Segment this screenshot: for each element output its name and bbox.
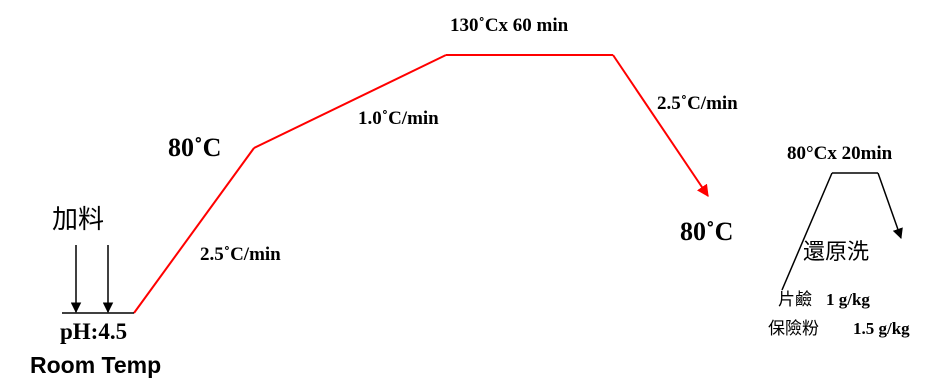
ramp-rate-second-label: 1.0˚C/min: [358, 108, 439, 129]
room-temp-label: Room Temp: [30, 352, 161, 378]
hold-temperature-label: 130˚Cx 60 min: [450, 15, 569, 36]
cool-down-arrow: [612, 54, 709, 197]
ph-label: pH:4.5: [60, 319, 127, 344]
add-material-label: 加料: [52, 204, 104, 234]
chem2-amount: 1.5 g/kg: [853, 319, 910, 338]
reduction-ramp: [781, 172, 833, 291]
chem1-name: 片鹼: [778, 290, 812, 309]
reduction-cool-arrow: [877, 172, 903, 239]
chem2-name: 保險粉: [768, 319, 819, 338]
chem1-amount: 1 g/kg: [826, 290, 870, 309]
reduction-hold-label: 80°Cx 20min: [787, 143, 893, 164]
ramp-up-second-segment: [253, 54, 447, 149]
temp-80-left-label: 80˚C: [168, 133, 221, 162]
reduction-clear-label: 還原洗: [803, 239, 869, 264]
cool-rate-label: 2.5˚C/min: [657, 93, 738, 114]
temp-80-right-label: 80˚C: [680, 217, 733, 246]
ramp-up-first-segment: [133, 147, 255, 314]
ramp-rate-first-label: 2.5˚C/min: [200, 244, 281, 265]
